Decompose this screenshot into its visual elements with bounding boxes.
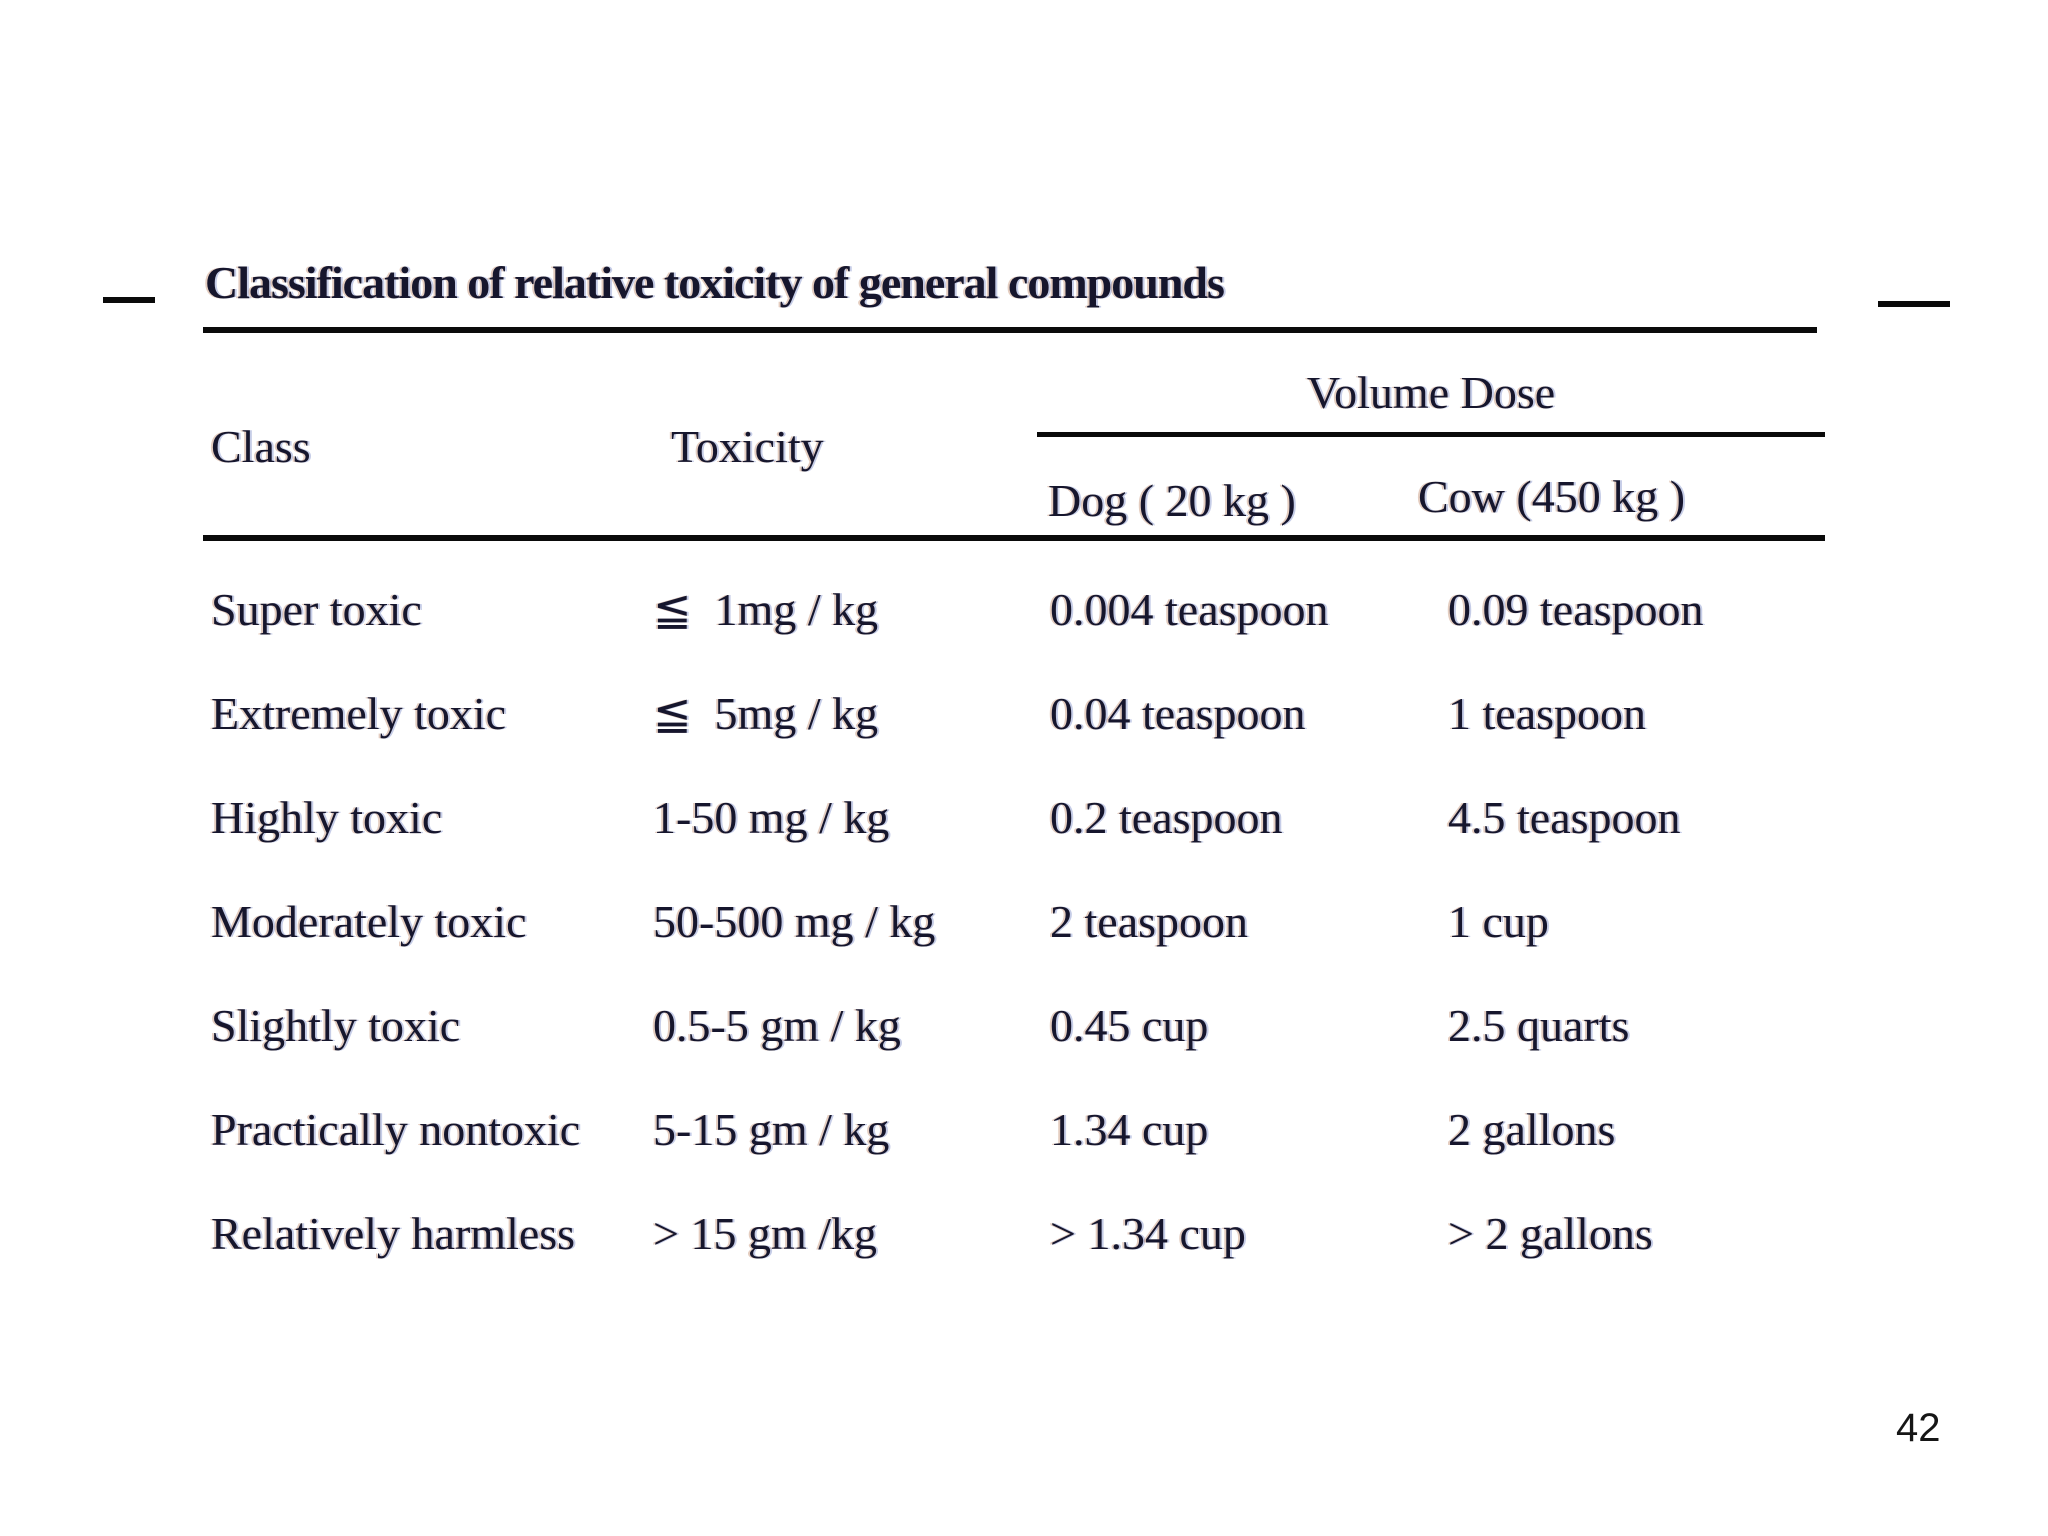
cell-dog: 0.45 cup	[1050, 1000, 1209, 1051]
right-margin-dash	[1878, 301, 1950, 307]
cell-cow: 0.09 teaspoon	[1448, 584, 1704, 635]
table-row: Practically nontoxic 5-15 gm / kg 1.34 cup…	[0, 1104, 2048, 1166]
cell-dog: 0.004 teaspoon	[1050, 584, 1329, 635]
cell-class: Moderately toxic	[211, 896, 527, 947]
cell-dog: 1.34 cup	[1050, 1104, 1209, 1155]
table-row: Relatively harmless > 15 gm /kg > 1.34 cup…	[0, 1208, 2048, 1270]
cell-cow: > 2 gallons	[1448, 1208, 1653, 1259]
cell-cow: 2.5 quarts	[1448, 1000, 1630, 1051]
cell-cow: 2 gallons	[1448, 1104, 1616, 1155]
cell-toxicity: 5-15 gm / kg	[653, 1104, 890, 1155]
cell-class: Practically nontoxic	[211, 1104, 581, 1155]
left-margin-dash	[103, 297, 155, 303]
page-number: 42	[1896, 1406, 1941, 1450]
table-row: Slightly toxic 0.5-5 gm / kg 0.45 cup 2.5 q…	[0, 1000, 2048, 1062]
cell-dog: > 1.34 cup	[1050, 1208, 1246, 1259]
column-header-cow: Cow (450 kg )	[1418, 471, 1686, 522]
cell-cow: 1 cup	[1448, 896, 1549, 947]
column-header-volume-dose: Volume Dose	[1306, 367, 1556, 418]
volume-dose-underline	[1037, 432, 1825, 437]
column-header-toxicity: Toxicity	[671, 421, 824, 472]
cell-toxicity: ≦ 1mg / kg	[653, 584, 879, 635]
cell-dog: 0.04 teaspoon	[1050, 688, 1306, 739]
table-title: Classification of relative toxicity of g…	[205, 257, 1225, 308]
column-header-dog: Dog ( 20 kg )	[1048, 475, 1296, 526]
cell-cow: 4.5 teaspoon	[1448, 792, 1681, 843]
cell-toxicity: ≦ 5mg / kg	[653, 688, 879, 739]
table-row: Highly toxic 1-50 mg / kg 0.2 teaspoon 4.5 …	[0, 792, 2048, 854]
cell-class: Slightly toxic	[211, 1000, 461, 1051]
cell-toxicity: 0.5-5 gm / kg	[653, 1000, 901, 1051]
cell-class: Extremely toxic	[211, 688, 507, 739]
cell-cow: 1 teaspoon	[1448, 688, 1647, 739]
cell-class: Super toxic	[211, 584, 422, 635]
cell-dog: 0.2 teaspoon	[1050, 792, 1283, 843]
cell-toxicity: > 15 gm /kg	[653, 1208, 878, 1259]
table-row: Moderately toxic 50-500 mg / kg 2 teaspoon…	[0, 896, 2048, 958]
cell-class: Relatively harmless	[211, 1208, 576, 1259]
title-underline	[203, 327, 1817, 333]
column-header-class: Class	[211, 421, 311, 472]
cell-class: Highly toxic	[211, 792, 443, 843]
table-row: Extremely toxic ≦ 5mg / kg 0.04 teaspoon 1 …	[0, 688, 2048, 750]
cell-toxicity: 1-50 mg / kg	[653, 792, 890, 843]
cell-dog: 2 teaspoon	[1050, 896, 1249, 947]
cell-toxicity: 50-500 mg / kg	[653, 896, 936, 947]
table-row: Super toxic ≦ 1mg / kg 0.004 teaspoon 0.09 …	[0, 584, 2048, 646]
header-bottom-rule	[203, 535, 1825, 541]
